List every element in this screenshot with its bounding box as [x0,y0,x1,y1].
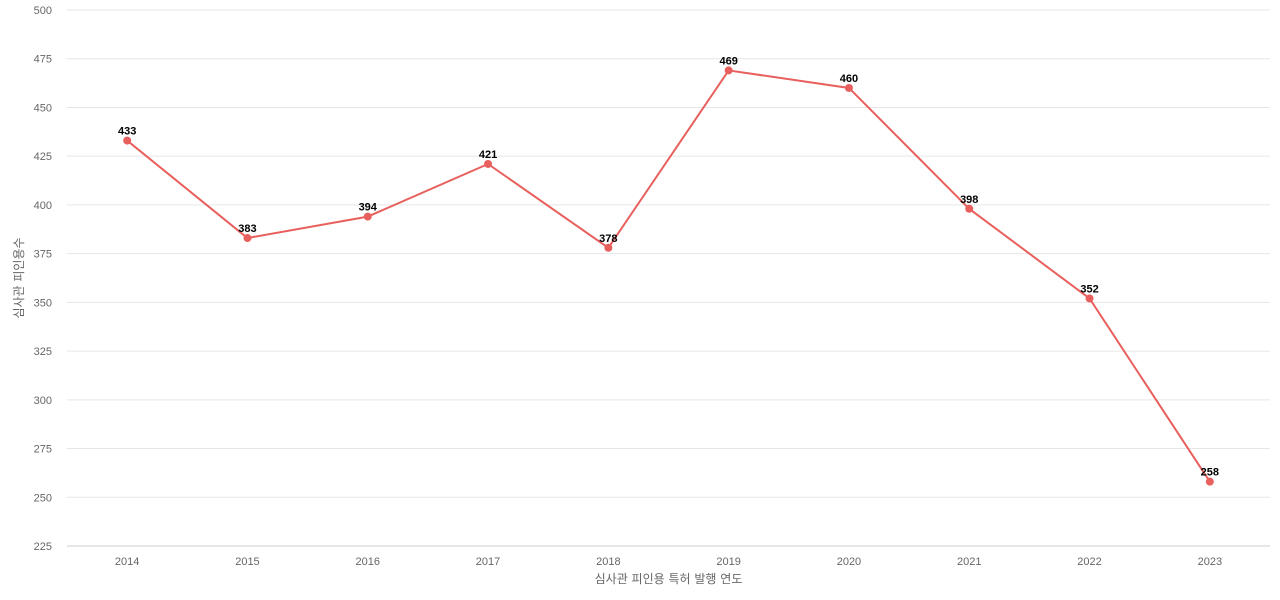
data-labels: 433 383 394 421 378 469 460 398 352 258 [118,55,1219,478]
y-tick-label: 250 [34,492,52,504]
y-tick-label: 450 [34,102,52,114]
x-tick-label: 2021 [957,556,981,568]
data-point [243,234,252,243]
y-tick-label: 500 [34,5,52,17]
x-tick-label: 2019 [716,556,740,568]
grid [67,9,1270,547]
y-tick-label: 400 [34,200,52,212]
y-tick-label: 275 [34,444,52,456]
y-tick-label: 325 [34,346,52,358]
y-tick-label: 350 [34,297,52,309]
x-tick-label: 2022 [1077,556,1101,568]
data-point [123,136,132,145]
x-tick-label: 2018 [596,556,620,568]
x-tick-label: 2023 [1198,556,1222,568]
data-point [1085,294,1094,303]
y-tick-label: 475 [34,54,52,66]
data-label: 383 [238,223,256,235]
data-label: 352 [1080,283,1098,295]
data-label: 398 [960,194,978,206]
data-label: 460 [840,73,858,85]
data-point [724,66,733,75]
data-label: 378 [599,233,617,245]
series-line [126,69,1211,483]
data-label: 469 [719,55,737,67]
data-point [844,83,853,92]
data-point [965,204,974,213]
x-axis-title: 심사관 피인용 특허 발행 연도 [595,571,743,586]
x-tick-label: 2016 [356,556,380,568]
data-point [604,243,613,252]
data-points [123,66,1214,486]
data-point [1205,477,1214,486]
y-axis-ticks: 225 250 275 300 325 350 375 400 425 450 475 500 [34,5,52,553]
y-tick-label: 225 [34,541,52,553]
x-tick-label: 2014 [115,556,139,568]
x-axis-ticks: 2014 2015 2016 2017 2018 2019 2020 2021 2022 2023 [115,556,1222,568]
data-label: 394 [359,202,378,214]
data-label: 421 [479,149,497,161]
x-tick-label: 2017 [476,556,500,568]
data-point [363,212,372,221]
y-axis-title: 심사관 피인용수 [12,237,26,318]
x-tick-label: 2020 [837,556,861,568]
data-label: 433 [118,126,136,138]
data-point [484,159,493,168]
y-tick-label: 375 [34,249,52,261]
data-label: 258 [1201,467,1219,479]
y-tick-label: 425 [34,151,52,163]
x-tick-label: 2015 [235,556,259,568]
y-tick-label: 300 [34,395,52,407]
